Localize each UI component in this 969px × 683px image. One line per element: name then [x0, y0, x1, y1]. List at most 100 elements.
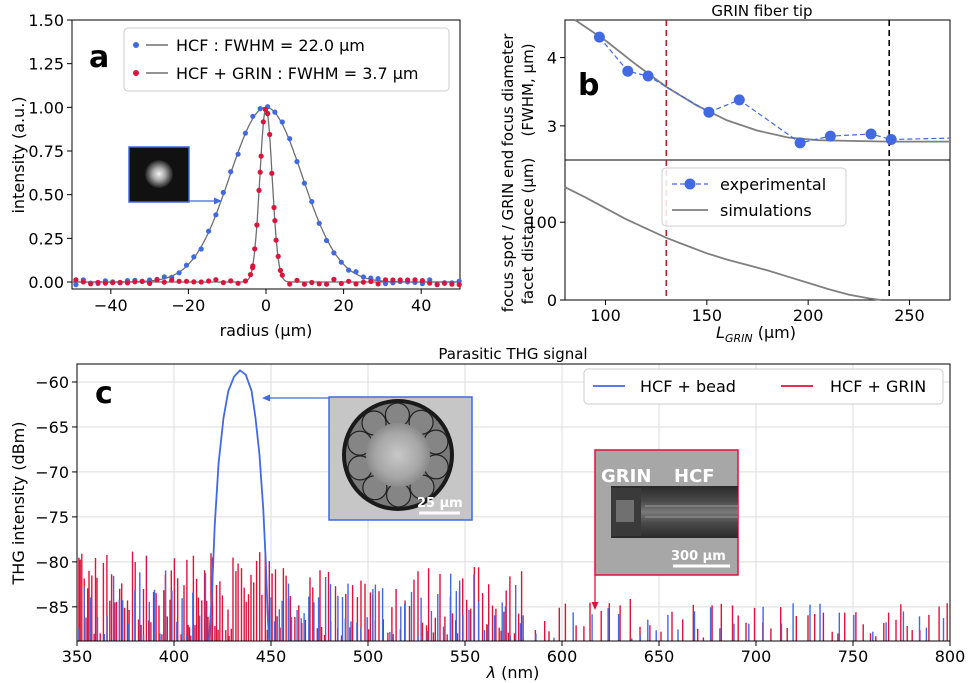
y-tick-label: 0 — [547, 291, 557, 310]
grin-point — [405, 277, 411, 283]
grin-point — [382, 277, 389, 283]
panel-c-legend: HCF + bead HCF + GRIN — [583, 368, 944, 405]
hcf-capillaries — [347, 402, 449, 508]
panel-c: Parasitic THG signal 350 400 450 500 550 600 6… — [9, 345, 965, 682]
y-tick-label: 4 — [547, 49, 557, 68]
panel-c-grid — [76, 364, 951, 641]
panel-a-legend-box — [123, 27, 450, 92]
grin-point — [419, 278, 425, 284]
legend-label-grin: HCF + GRIN : FWHM = 3.7 µm — [176, 64, 418, 83]
grin-point — [309, 279, 315, 286]
hcf-point — [309, 199, 315, 205]
grin-point — [353, 281, 359, 287]
spot-image-inset — [128, 146, 222, 205]
grin-point — [254, 222, 260, 228]
grin-point — [271, 204, 277, 211]
hcf-point — [235, 151, 241, 157]
grin-point — [360, 279, 366, 285]
exp-point — [865, 128, 877, 140]
panel-c-series-bead — [78, 369, 945, 642]
x-tick-label: 700 — [741, 647, 772, 666]
panel-b-top-ylabel-line1: focus diameter — [499, 33, 517, 147]
panel-c-ylabel: THG intensity (dBm) — [9, 422, 28, 586]
grin-point — [73, 277, 79, 283]
grin-point — [390, 277, 396, 283]
grin-point — [279, 272, 285, 278]
exp-point — [824, 130, 836, 142]
panel-b-x-ticks: 100 150 200 250 — [590, 300, 925, 325]
grin-point — [294, 277, 300, 283]
grin-image-inset: GRIN HCF 300 µm — [591, 449, 739, 610]
hcf-point — [287, 136, 293, 142]
y-tick-label: 0.25 — [28, 229, 64, 248]
x-tick-label: 250 — [894, 306, 925, 325]
panel-c-xlabel: λ (nm) — [486, 663, 540, 682]
panel-c-series-grin — [78, 551, 948, 641]
grin-point — [412, 277, 418, 283]
grin-point — [434, 282, 440, 288]
grin-point — [191, 279, 197, 285]
hcf-point — [242, 130, 248, 136]
grin-point — [88, 281, 94, 287]
grin-point — [176, 278, 182, 284]
grin-point — [262, 106, 268, 113]
x-tick-label: −40 — [94, 296, 128, 315]
grin-point — [256, 187, 262, 193]
grin-point — [80, 279, 86, 285]
grin-point — [441, 280, 448, 286]
exp-point — [642, 70, 654, 82]
legend-label-grin-c: HCF + GRIN — [830, 377, 926, 396]
hcf-point — [213, 212, 219, 218]
panel-b-bottom-ylabel-line1: focus spot / GRIN end — [499, 150, 517, 313]
grin-point — [110, 280, 116, 286]
grin-point — [301, 281, 307, 287]
panel-c-title: Parasitic THG signal — [438, 345, 587, 363]
panel-b-letter: b — [578, 68, 599, 103]
x-tick-label: 650 — [644, 647, 675, 666]
hcf-point — [294, 159, 300, 165]
x-tick-label: 750 — [838, 647, 869, 666]
grin-tip-detail — [616, 500, 634, 522]
y-tick-label: 1.25 — [28, 55, 64, 74]
exp-focus-line — [598, 36, 951, 144]
panel-b-top-ylabel-line2: (FWHM, µm) — [519, 43, 537, 136]
grin-point — [228, 278, 234, 284]
x-tick-label: 200 — [793, 306, 824, 325]
hcf-point — [191, 254, 197, 260]
panel-c-letter: c — [95, 376, 113, 411]
sim-focus-line — [574, 19, 950, 143]
x-tick-label: 800 — [935, 647, 966, 666]
x-tick-label: 20 — [333, 296, 353, 315]
panel-a-legend: HCF : FWHM = 22.0 µm HCF + GRIN : FWHM =… — [123, 27, 450, 92]
legend-marker-experimental — [684, 178, 696, 190]
y-tick-label: −75 — [35, 508, 69, 527]
y-tick-label: −80 — [35, 553, 69, 572]
grin-point — [235, 280, 241, 286]
x-tick-label: −20 — [172, 296, 206, 315]
y-tick-label: 0.50 — [28, 186, 64, 205]
panel-c-frame — [76, 363, 951, 642]
hcf-point — [338, 259, 344, 265]
panel-a: −40 −20 0 20 40 0.00 0.25 0.50 0.75 1.00 1.25 1.50… — [9, 11, 462, 340]
grin-point — [161, 279, 167, 285]
x-tick-label: 500 — [353, 647, 384, 666]
hcf-point — [198, 246, 204, 252]
y-tick-label: 3 — [547, 117, 557, 136]
grin-point — [132, 279, 138, 285]
grin-point — [198, 279, 204, 285]
panel-b-xlabel: LGRIN (µm) — [716, 323, 796, 345]
hcf-point — [382, 281, 389, 287]
grin-point — [139, 278, 145, 284]
grin-point — [456, 282, 462, 288]
y-tick-label: 1.50 — [28, 11, 64, 30]
panel-b-bottom-plot — [564, 186, 882, 301]
panel-a-letter: a — [89, 40, 109, 75]
grin-point — [275, 253, 281, 259]
hcf-point — [73, 282, 79, 288]
hcf-point — [346, 267, 352, 273]
hcf-point — [360, 274, 366, 280]
y-tick-label: 100 — [526, 213, 557, 232]
hcf-point — [353, 269, 359, 275]
grin-point — [213, 277, 219, 283]
